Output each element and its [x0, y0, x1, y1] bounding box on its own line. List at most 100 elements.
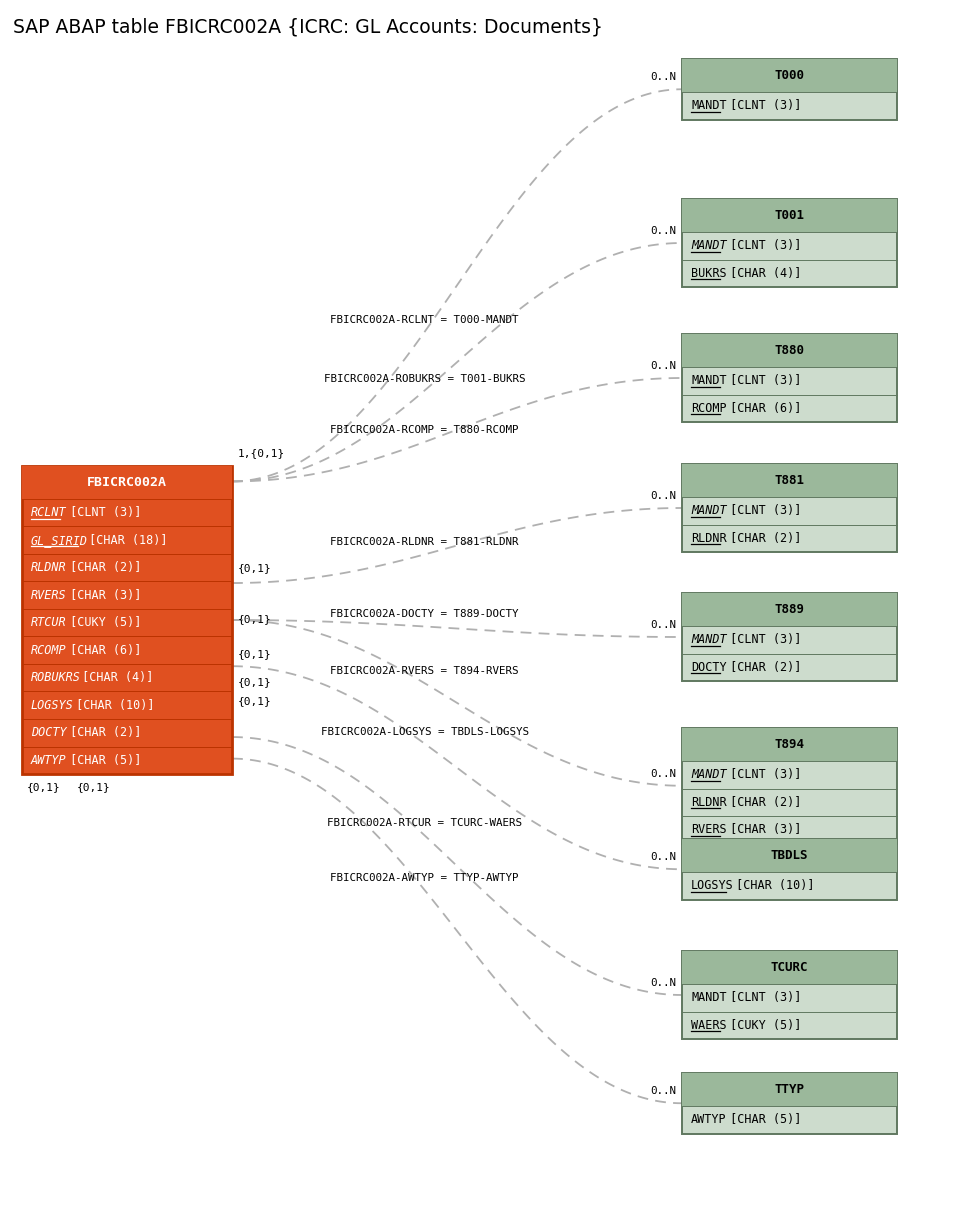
Text: RVERS: RVERS — [691, 823, 727, 837]
Text: FBICRC002A-LOGSYS = TBDLS-LOGSYS: FBICRC002A-LOGSYS = TBDLS-LOGSYS — [320, 727, 529, 736]
Text: AWTYP: AWTYP — [691, 1113, 727, 1126]
FancyBboxPatch shape — [682, 1073, 897, 1133]
Text: [CHAR (2)]: [CHAR (2)] — [63, 561, 141, 574]
Text: RLDNR: RLDNR — [691, 796, 727, 809]
Text: MANDT: MANDT — [691, 992, 727, 1004]
Text: RCOMP: RCOMP — [31, 644, 66, 656]
Text: FBICRC002A: FBICRC002A — [87, 476, 167, 489]
FancyBboxPatch shape — [682, 334, 897, 421]
Text: [CLNT (3)]: [CLNT (3)] — [63, 506, 141, 520]
Text: FBICRC002A-DOCTY = T889-DOCTY: FBICRC002A-DOCTY = T889-DOCTY — [330, 609, 519, 620]
Text: LOGSYS: LOGSYS — [691, 879, 734, 893]
Text: [CHAR (4)]: [CHAR (4)] — [723, 266, 801, 280]
FancyBboxPatch shape — [682, 59, 897, 120]
Text: RCLNT: RCLNT — [31, 506, 66, 520]
Text: TTYP: TTYP — [775, 1083, 804, 1096]
Text: [CLNT (3)]: [CLNT (3)] — [723, 99, 801, 113]
Text: RLDNR: RLDNR — [31, 561, 66, 574]
Text: [CHAR (2)]: [CHAR (2)] — [723, 796, 801, 809]
Text: [CHAR (3)]: [CHAR (3)] — [63, 589, 141, 602]
Text: FBICRC002A-RCOMP = T880-RCOMP: FBICRC002A-RCOMP = T880-RCOMP — [330, 425, 519, 435]
FancyBboxPatch shape — [22, 466, 232, 774]
Text: [CLNT (3)]: [CLNT (3)] — [723, 992, 801, 1004]
FancyBboxPatch shape — [682, 334, 897, 367]
FancyBboxPatch shape — [682, 951, 897, 985]
Text: [CHAR (6)]: [CHAR (6)] — [723, 402, 801, 414]
Text: [CHAR (2)]: [CHAR (2)] — [63, 727, 141, 739]
Text: [CHAR (4)]: [CHAR (4)] — [75, 671, 153, 684]
Text: 0..N: 0..N — [650, 1086, 676, 1096]
Text: 0..N: 0..N — [650, 620, 676, 630]
Text: T881: T881 — [775, 474, 804, 487]
Text: WAERS: WAERS — [691, 1018, 727, 1032]
Text: [CHAR (5)]: [CHAR (5)] — [63, 753, 141, 767]
FancyBboxPatch shape — [22, 466, 232, 499]
Text: FBICRC002A-RLDNR = T881-RLDNR: FBICRC002A-RLDNR = T881-RLDNR — [330, 538, 519, 547]
FancyBboxPatch shape — [682, 593, 897, 681]
FancyBboxPatch shape — [682, 839, 897, 900]
Text: TCURC: TCURC — [771, 962, 808, 974]
Text: T880: T880 — [775, 344, 804, 357]
Text: MANDT: MANDT — [691, 768, 727, 781]
Text: {0,1}: {0,1} — [27, 782, 61, 792]
FancyBboxPatch shape — [682, 464, 897, 497]
Text: 0..N: 0..N — [650, 73, 676, 82]
Text: RLDNR: RLDNR — [691, 532, 727, 545]
Text: [CLNT (3)]: [CLNT (3)] — [723, 633, 801, 647]
Text: [CUKY (5)]: [CUKY (5)] — [63, 616, 141, 630]
Text: [CHAR (2)]: [CHAR (2)] — [723, 661, 801, 673]
Text: MANDT: MANDT — [691, 240, 727, 252]
Text: [CHAR (10)]: [CHAR (10)] — [69, 699, 154, 712]
Text: 0..N: 0..N — [650, 361, 676, 371]
Text: 0..N: 0..N — [650, 853, 676, 862]
Text: {0,1}: {0,1} — [238, 696, 272, 706]
Text: T000: T000 — [775, 69, 804, 82]
Text: DOCTY: DOCTY — [691, 661, 727, 673]
FancyBboxPatch shape — [682, 464, 897, 552]
Text: MANDT: MANDT — [691, 374, 727, 388]
FancyBboxPatch shape — [682, 593, 897, 626]
Text: 0..N: 0..N — [650, 978, 676, 988]
Text: RVERS: RVERS — [31, 589, 66, 602]
Text: DOCTY: DOCTY — [31, 727, 66, 739]
Text: {0,1}: {0,1} — [238, 677, 272, 687]
Text: {0,1}: {0,1} — [238, 563, 272, 573]
Text: [CHAR (5)]: [CHAR (5)] — [723, 1113, 801, 1126]
FancyBboxPatch shape — [682, 951, 897, 1039]
Text: FBICRC002A-RCLNT = T000-MANDT: FBICRC002A-RCLNT = T000-MANDT — [330, 315, 519, 325]
Text: FBICRC002A-AWTYP = TTYP-AWTYP: FBICRC002A-AWTYP = TTYP-AWTYP — [330, 873, 519, 883]
Text: [CHAR (6)]: [CHAR (6)] — [63, 644, 141, 656]
Text: FBICRC002A-RVERS = T894-RVERS: FBICRC002A-RVERS = T894-RVERS — [330, 666, 519, 676]
FancyBboxPatch shape — [682, 728, 897, 844]
Text: T001: T001 — [775, 210, 804, 222]
Text: [CLNT (3)]: [CLNT (3)] — [723, 768, 801, 781]
Text: [CLNT (3)]: [CLNT (3)] — [723, 240, 801, 252]
Text: MANDT: MANDT — [691, 504, 727, 517]
Text: {0,1}: {0,1} — [238, 649, 272, 659]
Text: LOGSYS: LOGSYS — [31, 699, 73, 712]
Text: [CHAR (10)]: [CHAR (10)] — [729, 879, 815, 893]
Text: {0,1}: {0,1} — [77, 782, 110, 792]
FancyBboxPatch shape — [682, 839, 897, 872]
Text: [CLNT (3)]: [CLNT (3)] — [723, 374, 801, 388]
Text: GL_SIRID: GL_SIRID — [31, 534, 88, 546]
Text: [CHAR (3)]: [CHAR (3)] — [723, 823, 801, 837]
Text: FBICRC002A-ROBUKRS = T001-BUKRS: FBICRC002A-ROBUKRS = T001-BUKRS — [323, 373, 526, 384]
Text: 0..N: 0..N — [650, 226, 676, 236]
Text: MANDT: MANDT — [691, 633, 727, 647]
FancyBboxPatch shape — [682, 1073, 897, 1106]
FancyBboxPatch shape — [682, 199, 897, 287]
Text: T894: T894 — [775, 737, 804, 751]
Text: [CHAR (2)]: [CHAR (2)] — [723, 532, 801, 545]
Text: 0..N: 0..N — [650, 490, 676, 501]
Text: FBICRC002A-RTCUR = TCURC-WAERS: FBICRC002A-RTCUR = TCURC-WAERS — [327, 819, 522, 828]
Text: [CUKY (5)]: [CUKY (5)] — [723, 1018, 801, 1032]
Text: RCOMP: RCOMP — [691, 402, 727, 414]
Text: 1,{0,1}: 1,{0,1} — [238, 448, 285, 458]
Text: MANDT: MANDT — [691, 99, 727, 113]
Text: T889: T889 — [775, 603, 804, 616]
Text: ROBUKRS: ROBUKRS — [31, 671, 81, 684]
Text: [CLNT (3)]: [CLNT (3)] — [723, 504, 801, 517]
Text: BUKRS: BUKRS — [691, 266, 727, 280]
FancyBboxPatch shape — [682, 728, 897, 761]
